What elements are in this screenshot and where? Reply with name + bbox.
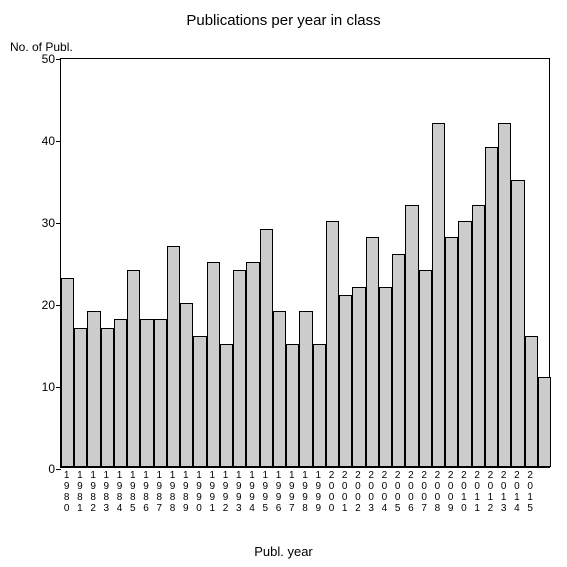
xtick-label: 2006 bbox=[404, 470, 417, 514]
bar bbox=[220, 344, 233, 467]
ytick-mark bbox=[56, 223, 61, 224]
xtick-label: 2000 bbox=[325, 470, 338, 514]
bar bbox=[511, 180, 524, 467]
xtick-label: 1981 bbox=[73, 470, 86, 514]
xtick-label: 2008 bbox=[431, 470, 444, 514]
xtick-label: 2010 bbox=[457, 470, 470, 514]
xtick-label: 2002 bbox=[351, 470, 364, 514]
xtick-label: 1998 bbox=[298, 470, 311, 514]
bar bbox=[472, 205, 485, 467]
xtick-label: 2004 bbox=[378, 470, 391, 514]
ytick-mark bbox=[56, 59, 61, 60]
xtick-label: 1992 bbox=[219, 470, 232, 514]
bar bbox=[313, 344, 326, 467]
plot-area: 01020304050 bbox=[60, 58, 550, 468]
bar bbox=[246, 262, 259, 467]
bar bbox=[419, 270, 432, 467]
bar bbox=[286, 344, 299, 467]
bar bbox=[233, 270, 246, 467]
bar bbox=[74, 328, 87, 467]
xtick-label: 2013 bbox=[497, 470, 510, 514]
xtick-label: 2007 bbox=[418, 470, 431, 514]
xtick-label: 1993 bbox=[232, 470, 245, 514]
bar bbox=[101, 328, 114, 467]
xtick-label: 1983 bbox=[100, 470, 113, 514]
bar bbox=[432, 123, 445, 467]
xtick-label: 2015 bbox=[524, 470, 537, 514]
xtick-label: 1986 bbox=[139, 470, 152, 514]
xtick-label: 1980 bbox=[60, 470, 73, 514]
bar bbox=[127, 270, 140, 467]
xtick-label: 1984 bbox=[113, 470, 126, 514]
bar bbox=[154, 319, 167, 467]
bar bbox=[273, 311, 286, 467]
xtick-label: 1995 bbox=[259, 470, 272, 514]
xtick-label: 1982 bbox=[86, 470, 99, 514]
bar bbox=[299, 311, 312, 467]
xtick-label: 1989 bbox=[179, 470, 192, 514]
bar bbox=[352, 287, 365, 467]
bar bbox=[485, 147, 498, 467]
bar bbox=[525, 336, 538, 467]
xtick-label: 2009 bbox=[444, 470, 457, 514]
xtick-label: 2012 bbox=[484, 470, 497, 514]
xtick-label: 1987 bbox=[153, 470, 166, 514]
bar bbox=[538, 377, 551, 467]
bar bbox=[140, 319, 153, 467]
bar bbox=[193, 336, 206, 467]
bar bbox=[114, 319, 127, 467]
ytick-mark bbox=[56, 141, 61, 142]
xtick-label: 1996 bbox=[272, 470, 285, 514]
xtick-label: 2014 bbox=[510, 470, 523, 514]
bar bbox=[339, 295, 352, 467]
xtick-label: 1997 bbox=[285, 470, 298, 514]
bar bbox=[366, 237, 379, 467]
xtick-label: 1991 bbox=[206, 470, 219, 514]
ytick-mark bbox=[56, 387, 61, 388]
chart-title: Publications per year in class bbox=[0, 12, 567, 29]
bar bbox=[260, 229, 273, 467]
xtick-label: 2011 bbox=[471, 470, 484, 514]
bar bbox=[87, 311, 100, 467]
xtick-label: 1988 bbox=[166, 470, 179, 514]
bar bbox=[61, 278, 74, 467]
bar bbox=[379, 287, 392, 467]
bars-layer bbox=[61, 59, 549, 467]
bar bbox=[445, 237, 458, 467]
xtick-label: 2003 bbox=[365, 470, 378, 514]
xtick-label: 2001 bbox=[338, 470, 351, 514]
bar bbox=[167, 246, 180, 467]
xtick-label: 1985 bbox=[126, 470, 139, 514]
ytick-mark bbox=[56, 305, 61, 306]
bar bbox=[180, 303, 193, 467]
bar bbox=[207, 262, 220, 467]
chart-container: Publications per year in class No. of Pu… bbox=[0, 0, 567, 567]
xtick-label: 1999 bbox=[312, 470, 325, 514]
bar bbox=[326, 221, 339, 467]
xtick-label: 1994 bbox=[245, 470, 258, 514]
bar bbox=[392, 254, 405, 467]
bar bbox=[458, 221, 471, 467]
xtick-label: 2005 bbox=[391, 470, 404, 514]
x-axis-label: Publ. year bbox=[0, 544, 567, 559]
xtick-label: 1990 bbox=[192, 470, 205, 514]
bar bbox=[498, 123, 511, 467]
bar bbox=[405, 205, 418, 467]
